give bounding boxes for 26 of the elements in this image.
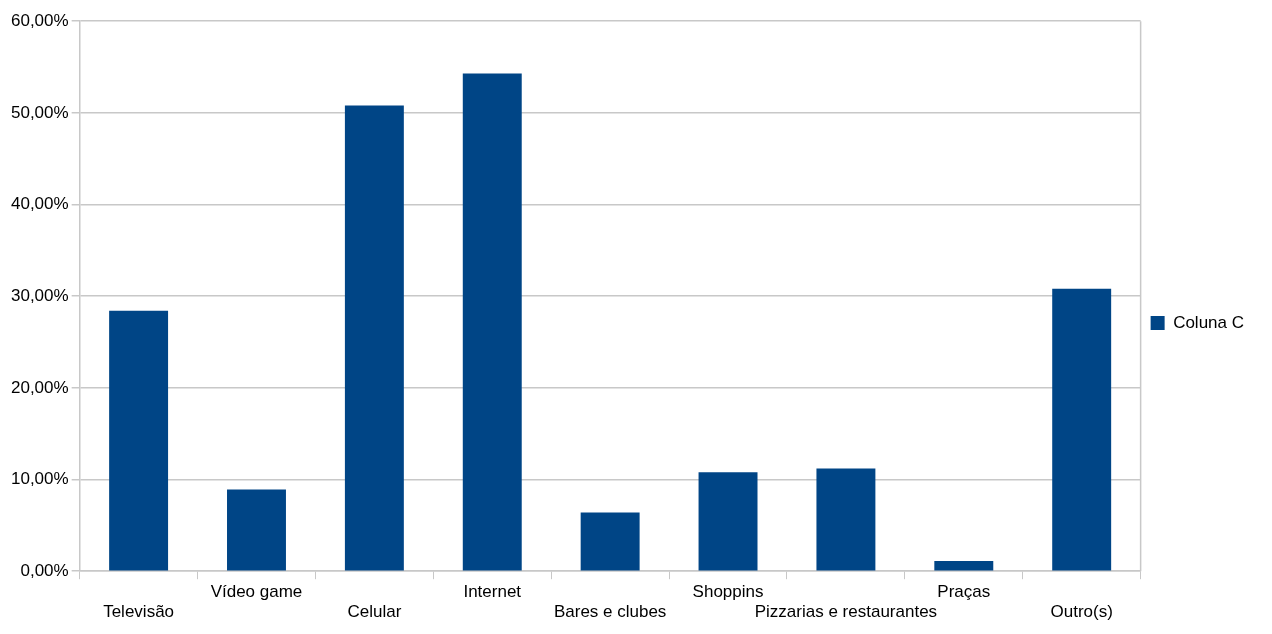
x-tick-label: Praças	[937, 582, 991, 602]
x-tick-label: Shoppins	[692, 582, 764, 602]
y-tick-label: 10,00%	[10, 469, 69, 489]
bar	[698, 472, 758, 571]
bar	[1052, 288, 1112, 571]
y-tick-label: 20,00%	[10, 377, 69, 397]
x-tick-label: Pizzarias e restaurantes	[754, 602, 938, 622]
y-tick-label: 40,00%	[10, 194, 69, 214]
y-tick-label: 0,00%	[20, 560, 69, 580]
bar	[344, 105, 404, 571]
y-tick-label: 50,00%	[10, 102, 69, 122]
bar	[816, 468, 876, 571]
y-tick-label: 60,00%	[10, 10, 69, 30]
bar	[462, 73, 522, 571]
y-tick-label: 30,00%	[10, 285, 69, 305]
legend-label: Coluna C	[1173, 312, 1244, 332]
x-tick-label: Televisão	[103, 602, 175, 622]
x-tick-label: Outro(s)	[1050, 602, 1113, 622]
x-tick-label: Bares e clubes	[553, 602, 667, 622]
bar	[227, 489, 286, 571]
bar	[934, 561, 994, 571]
x-tick-label: Vídeo game	[210, 582, 303, 602]
bar	[109, 310, 169, 571]
x-tick-label: Celular	[347, 602, 402, 622]
bar	[580, 512, 640, 571]
x-tick-label: Internet	[463, 582, 522, 602]
